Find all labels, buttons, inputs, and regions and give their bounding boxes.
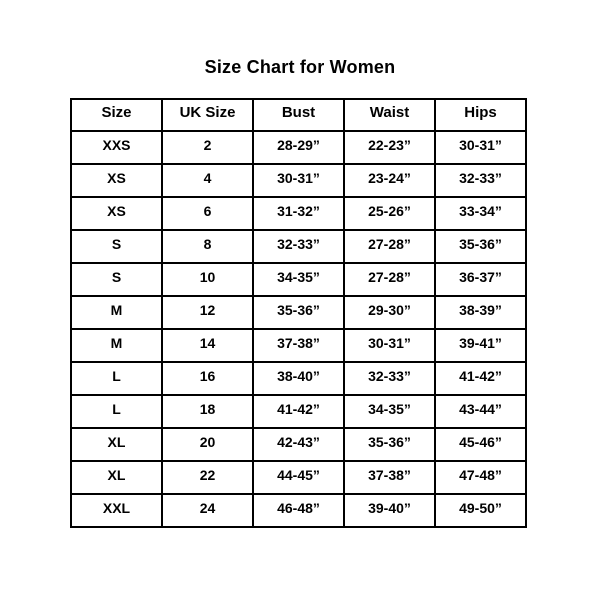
table-cell: S — [70, 229, 163, 264]
table-cell: 30-31” — [343, 328, 436, 363]
table-cell: 46-48” — [252, 493, 345, 528]
table-cell: 22 — [161, 460, 254, 495]
table-cell: 36-37” — [434, 262, 527, 297]
table-cell: 49-50” — [434, 493, 527, 528]
table-cell: 45-46” — [434, 427, 527, 462]
table-row: XXS 2 28-29” 22-23” 30-31” — [70, 130, 527, 165]
table-body: XXS 2 28-29” 22-23” 30-31” XS 4 30-31” 23-24” 32-… — [70, 130, 527, 528]
table-cell: S — [70, 262, 163, 297]
table-row: S 8 32-33” 27-28” 35-36” — [70, 229, 527, 264]
table-cell: 37-38” — [343, 460, 436, 495]
table-cell: 34-35” — [343, 394, 436, 429]
table-header: Size UK Size Bust Waist Hips — [70, 98, 527, 132]
table-cell: 23-24” — [343, 163, 436, 198]
table-cell: 8 — [161, 229, 254, 264]
table-cell: 35-36” — [343, 427, 436, 462]
table-cell: 30-31” — [252, 163, 345, 198]
table-cell: 20 — [161, 427, 254, 462]
table-row: L 18 41-42” 34-35” 43-44” — [70, 394, 527, 429]
table-cell: 32-33” — [434, 163, 527, 198]
table-cell: 18 — [161, 394, 254, 429]
table-cell: 32-33” — [343, 361, 436, 396]
column-header: Bust — [252, 98, 345, 132]
table-cell: 27-28” — [343, 262, 436, 297]
table-cell: L — [70, 394, 163, 429]
table-cell: 31-32” — [252, 196, 345, 231]
table-cell: 16 — [161, 361, 254, 396]
table-cell: 44-45” — [252, 460, 345, 495]
column-header: Hips — [434, 98, 527, 132]
table-cell: 14 — [161, 328, 254, 363]
table-cell: 28-29” — [252, 130, 345, 165]
table-row: M 12 35-36” 29-30” 38-39” — [70, 295, 527, 330]
size-chart-table: Size UK Size Bust Waist Hips XXS 2 28-29” 22-23… — [70, 98, 527, 528]
table-cell: 29-30” — [343, 295, 436, 330]
column-header: Waist — [343, 98, 436, 132]
table-cell: 6 — [161, 196, 254, 231]
page-title: Size Chart for Women — [204, 57, 396, 77]
table-row: XXL 24 46-48” 39-40” 49-50” — [70, 493, 527, 528]
table-cell: 41-42” — [252, 394, 345, 429]
size-chart-table-container: Size UK Size Bust Waist Hips XXS 2 28-29” 22-23… — [70, 98, 527, 528]
table-cell: XXL — [70, 493, 163, 528]
table-cell: 10 — [161, 262, 254, 297]
table-row: M 14 37-38” 30-31” 39-41” — [70, 328, 527, 363]
table-cell: M — [70, 295, 163, 330]
table-cell: 2 — [161, 130, 254, 165]
table-cell: 39-40” — [343, 493, 436, 528]
table-cell: 39-41” — [434, 328, 527, 363]
table-cell: 38-39” — [434, 295, 527, 330]
table-cell: 22-23” — [343, 130, 436, 165]
table-cell: 12 — [161, 295, 254, 330]
table-cell: XS — [70, 196, 163, 231]
table-cell: L — [70, 361, 163, 396]
table-cell: 43-44” — [434, 394, 527, 429]
table-cell: 25-26” — [343, 196, 436, 231]
table-cell: 30-31” — [434, 130, 527, 165]
table-cell: 38-40” — [252, 361, 345, 396]
table-cell: 42-43” — [252, 427, 345, 462]
table-cell: 41-42” — [434, 361, 527, 396]
table-cell: XS — [70, 163, 163, 198]
table-cell: 35-36” — [434, 229, 527, 264]
table-cell: 34-35” — [252, 262, 345, 297]
table-cell: XXS — [70, 130, 163, 165]
table-cell: 35-36” — [252, 295, 345, 330]
table-cell: 33-34” — [434, 196, 527, 231]
table-cell: 27-28” — [343, 229, 436, 264]
table-cell: M — [70, 328, 163, 363]
table-row: XS 6 31-32” 25-26” 33-34” — [70, 196, 527, 231]
table-cell: 47-48” — [434, 460, 527, 495]
table-row: S 10 34-35” 27-28” 36-37” — [70, 262, 527, 297]
table-row: XS 4 30-31” 23-24” 32-33” — [70, 163, 527, 198]
table-row: L 16 38-40” 32-33” 41-42” — [70, 361, 527, 396]
table-cell: 24 — [161, 493, 254, 528]
table-row: XL 22 44-45” 37-38” 47-48” — [70, 460, 527, 495]
table-cell: XL — [70, 427, 163, 462]
column-header: UK Size — [161, 98, 254, 132]
table-cell: XL — [70, 460, 163, 495]
table-cell: 37-38” — [252, 328, 345, 363]
table-cell: 32-33” — [252, 229, 345, 264]
column-header: Size — [70, 98, 163, 132]
table-row: XL 20 42-43” 35-36” 45-46” — [70, 427, 527, 462]
table-cell: 4 — [161, 163, 254, 198]
header-row: Size UK Size Bust Waist Hips — [70, 98, 527, 132]
